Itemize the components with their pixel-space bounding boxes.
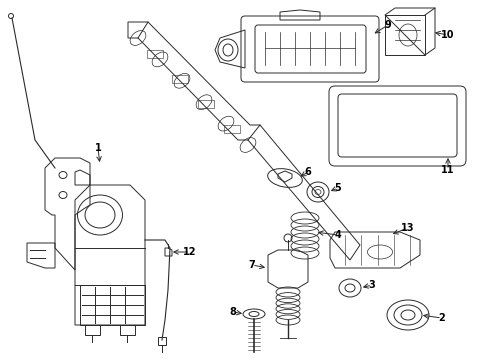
Text: 6: 6 [305, 167, 311, 177]
Text: 11: 11 [441, 165, 455, 175]
Text: 12: 12 [183, 247, 197, 257]
Text: 7: 7 [248, 260, 255, 270]
Text: 1: 1 [95, 143, 101, 153]
Text: 13: 13 [401, 223, 415, 233]
Text: 3: 3 [368, 280, 375, 290]
Text: 4: 4 [335, 230, 342, 240]
Text: 2: 2 [439, 313, 445, 323]
Text: 9: 9 [385, 20, 392, 30]
Text: 10: 10 [441, 30, 455, 40]
Text: 5: 5 [335, 183, 342, 193]
Text: 8: 8 [229, 307, 237, 317]
